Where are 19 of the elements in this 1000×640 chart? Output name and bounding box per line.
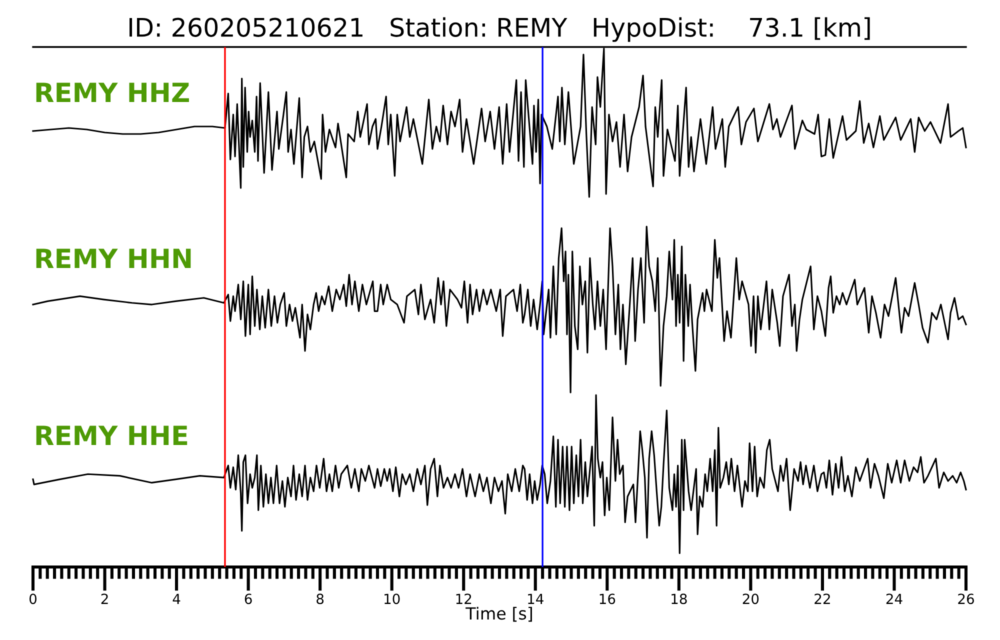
x-tick-label: 24 (886, 594, 902, 604)
x-axis-title: Time [s] (466, 606, 532, 622)
x-tick-label: 12 (456, 594, 472, 604)
x-tick-label: 6 (244, 594, 252, 604)
series-label: REMY HHN (36, 248, 191, 268)
x-tick-label: 4 (172, 594, 180, 604)
x-tick-label: 26 (958, 594, 974, 604)
x-tick-label: 0 (29, 594, 36, 604)
chart-title: ID: 260205210621 Station: REMY HypoDist: 73.1 [km] (130, 17, 870, 42)
x-tick-label: 22 (814, 594, 830, 604)
x-tick-label: 20 (742, 594, 759, 604)
x-tick-label: 16 (600, 594, 616, 604)
series-label: REMY HHE (36, 426, 188, 445)
series-label: REMY HHZ (36, 82, 189, 102)
x-tick-label: 14 (528, 594, 544, 604)
x-tick-label: 18 (672, 594, 687, 604)
x-tick-label: 8 (316, 594, 324, 604)
x-tick-label: 10 (384, 594, 400, 604)
x-tick-label: 2 (101, 594, 108, 604)
